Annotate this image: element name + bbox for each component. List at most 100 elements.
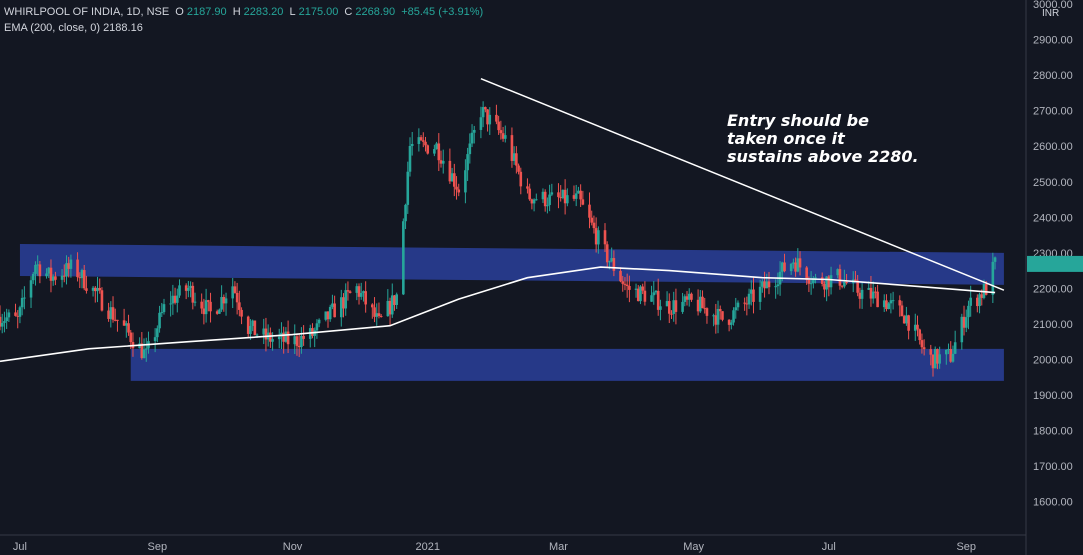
zone-band-2 (130, 348, 1004, 381)
candle-body (781, 262, 784, 272)
candle-body (902, 316, 906, 324)
candle-body (550, 192, 554, 195)
candle-body (874, 291, 877, 293)
candle-body (65, 263, 68, 277)
candle-body (16, 315, 20, 317)
low-label: L (289, 6, 296, 18)
candle-body (767, 281, 771, 288)
candle-body (931, 354, 935, 369)
candle-body (404, 204, 407, 222)
candle-body (840, 285, 844, 287)
candle-body (233, 286, 237, 293)
candle-body (674, 300, 678, 312)
candle-body (282, 332, 285, 342)
candle-body (317, 319, 321, 324)
candle-body (829, 275, 833, 288)
y-tick-label-2400: 2400.00 (1033, 212, 1073, 224)
candle-body (47, 267, 51, 274)
y-tick-label-2800: 2800.00 (1033, 70, 1073, 82)
candle-body (111, 307, 115, 320)
candle-body (297, 345, 301, 348)
y-tick-label-2700: 2700.00 (1033, 106, 1073, 118)
candle-body (156, 328, 159, 338)
candle-body (468, 143, 472, 155)
candle-body (590, 217, 594, 223)
high-value: 2283.20 (243, 6, 284, 18)
x-tick-label-4: 2021 (415, 541, 439, 553)
candle-body (484, 107, 487, 110)
candle-body (665, 301, 669, 307)
candle-body (634, 288, 638, 290)
candle-body (805, 267, 808, 280)
candle-body (854, 279, 857, 281)
candle-body (202, 308, 206, 315)
candle-body (898, 300, 902, 306)
candle-body (798, 258, 802, 268)
candle-body (920, 340, 924, 348)
candle-body (293, 336, 297, 345)
candle-body (209, 301, 212, 312)
candle-body (690, 293, 693, 300)
candle-body (652, 292, 656, 296)
x-tick-label-6: May (683, 541, 704, 553)
candle-body (122, 320, 126, 326)
candle-body (207, 300, 210, 302)
candle-body (758, 286, 762, 302)
candle-body (76, 259, 79, 278)
candle-body (215, 311, 219, 314)
candle-body (882, 300, 886, 308)
candle-body (608, 261, 611, 263)
candle-body (574, 193, 578, 199)
candle-body (45, 273, 48, 277)
candle-body (441, 160, 445, 164)
candle-body (78, 277, 82, 279)
candle-body (408, 145, 412, 172)
candle-body (346, 290, 350, 292)
candle-body (80, 270, 84, 279)
candle-body (457, 189, 461, 193)
candle-body (825, 276, 828, 290)
candle-body (255, 334, 259, 336)
candle-body (362, 291, 365, 293)
candle-body (495, 114, 498, 122)
candle-body (659, 306, 662, 310)
candle-body (388, 300, 392, 315)
candle-body (752, 289, 755, 302)
candle-body (450, 173, 454, 182)
candle-body (670, 313, 673, 315)
y-tick-label-1600: 1600.00 (1033, 497, 1073, 509)
candle-body (355, 286, 359, 293)
candle-body (929, 349, 933, 355)
candle-body (464, 170, 467, 193)
candle-body (561, 189, 565, 198)
candle-body (603, 230, 607, 245)
candle-body (249, 325, 252, 334)
candle-body (993, 257, 997, 262)
candle-body (200, 301, 203, 309)
candle-body (184, 285, 188, 291)
candle-body (732, 310, 735, 323)
candle-body (153, 337, 157, 342)
candle-body (947, 349, 950, 351)
candle-body (577, 190, 580, 194)
candle-body (160, 312, 164, 314)
candle-body (625, 284, 629, 286)
candle-body (20, 297, 24, 308)
candle-body (581, 199, 585, 205)
candle-body (938, 354, 941, 364)
symbol-label: WHIRLPOOL OF INDIA, 1D, NSE (4, 6, 170, 18)
candle-body (67, 263, 71, 269)
candle-body (437, 143, 441, 161)
candle-body (891, 300, 895, 302)
y-tick-label-2100: 2100.00 (1033, 319, 1073, 331)
candle-body (783, 262, 786, 272)
candle-body (448, 160, 452, 182)
candle-body (127, 323, 130, 333)
candle-body (639, 286, 642, 302)
candle-body (224, 298, 228, 304)
candle-body (406, 171, 410, 205)
candle-body (435, 143, 438, 150)
candle-body (439, 160, 443, 164)
candle-body (743, 302, 746, 304)
